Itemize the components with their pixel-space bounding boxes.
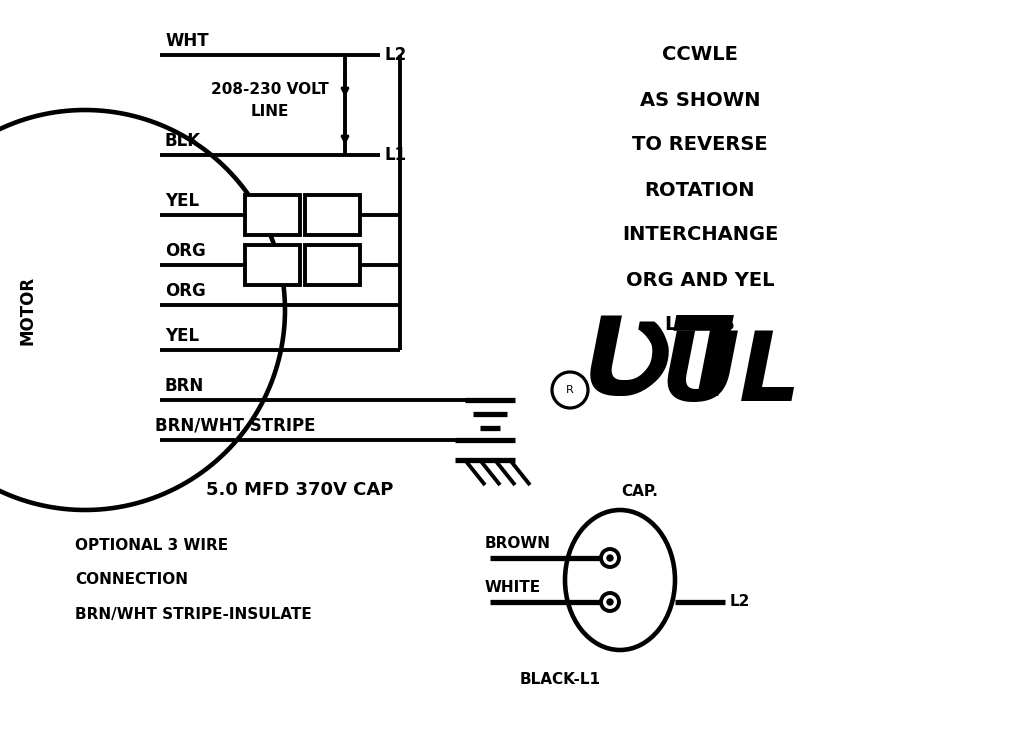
- Text: ORG AND YEL: ORG AND YEL: [626, 271, 774, 290]
- Text: BLACK-L1: BLACK-L1: [519, 672, 600, 688]
- Text: LEADS: LEADS: [665, 315, 735, 334]
- Text: ORG: ORG: [165, 242, 206, 260]
- Text: UL: UL: [660, 328, 801, 421]
- Text: L2: L2: [730, 594, 751, 610]
- Bar: [245, 245, 300, 285]
- Text: LINE: LINE: [251, 104, 289, 120]
- Text: OPTIONAL 3 WIRE: OPTIONAL 3 WIRE: [75, 537, 228, 553]
- Text: CCWLE: CCWLE: [663, 45, 738, 64]
- Text: L1: L1: [385, 146, 408, 164]
- Text: YEL: YEL: [165, 327, 199, 345]
- Text: TO REVERSE: TO REVERSE: [632, 136, 768, 155]
- Text: BRN/WHT STRIPE-INSULATE: BRN/WHT STRIPE-INSULATE: [75, 607, 311, 623]
- Text: L2: L2: [385, 46, 408, 64]
- Text: MOTOR: MOTOR: [19, 275, 37, 345]
- Circle shape: [607, 599, 613, 605]
- Text: 208-230 VOLT: 208-230 VOLT: [211, 82, 329, 98]
- Text: BRN: BRN: [165, 377, 204, 395]
- Text: R: R: [566, 385, 573, 395]
- Text: 5.0 MFD 370V CAP: 5.0 MFD 370V CAP: [206, 481, 393, 499]
- Text: CAP.: CAP.: [622, 485, 658, 499]
- Text: CONNECTION: CONNECTION: [75, 572, 188, 588]
- Text: ORG: ORG: [165, 282, 206, 300]
- Text: AS SHOWN: AS SHOWN: [640, 91, 760, 110]
- Text: Ʋ⅂: Ʋ⅂: [583, 312, 737, 418]
- Bar: [305, 195, 360, 235]
- Text: WHITE: WHITE: [485, 580, 541, 596]
- Text: WHT: WHT: [165, 32, 209, 50]
- Circle shape: [607, 555, 613, 561]
- Text: BROWN: BROWN: [485, 537, 551, 551]
- Text: INTERCHANGE: INTERCHANGE: [622, 226, 778, 245]
- Text: BRN/WHT STRIPE: BRN/WHT STRIPE: [155, 417, 315, 435]
- Bar: [305, 245, 360, 285]
- Text: ROTATION: ROTATION: [645, 180, 756, 199]
- Text: BLK: BLK: [165, 132, 201, 150]
- Bar: [245, 195, 300, 235]
- Text: YEL: YEL: [165, 192, 199, 210]
